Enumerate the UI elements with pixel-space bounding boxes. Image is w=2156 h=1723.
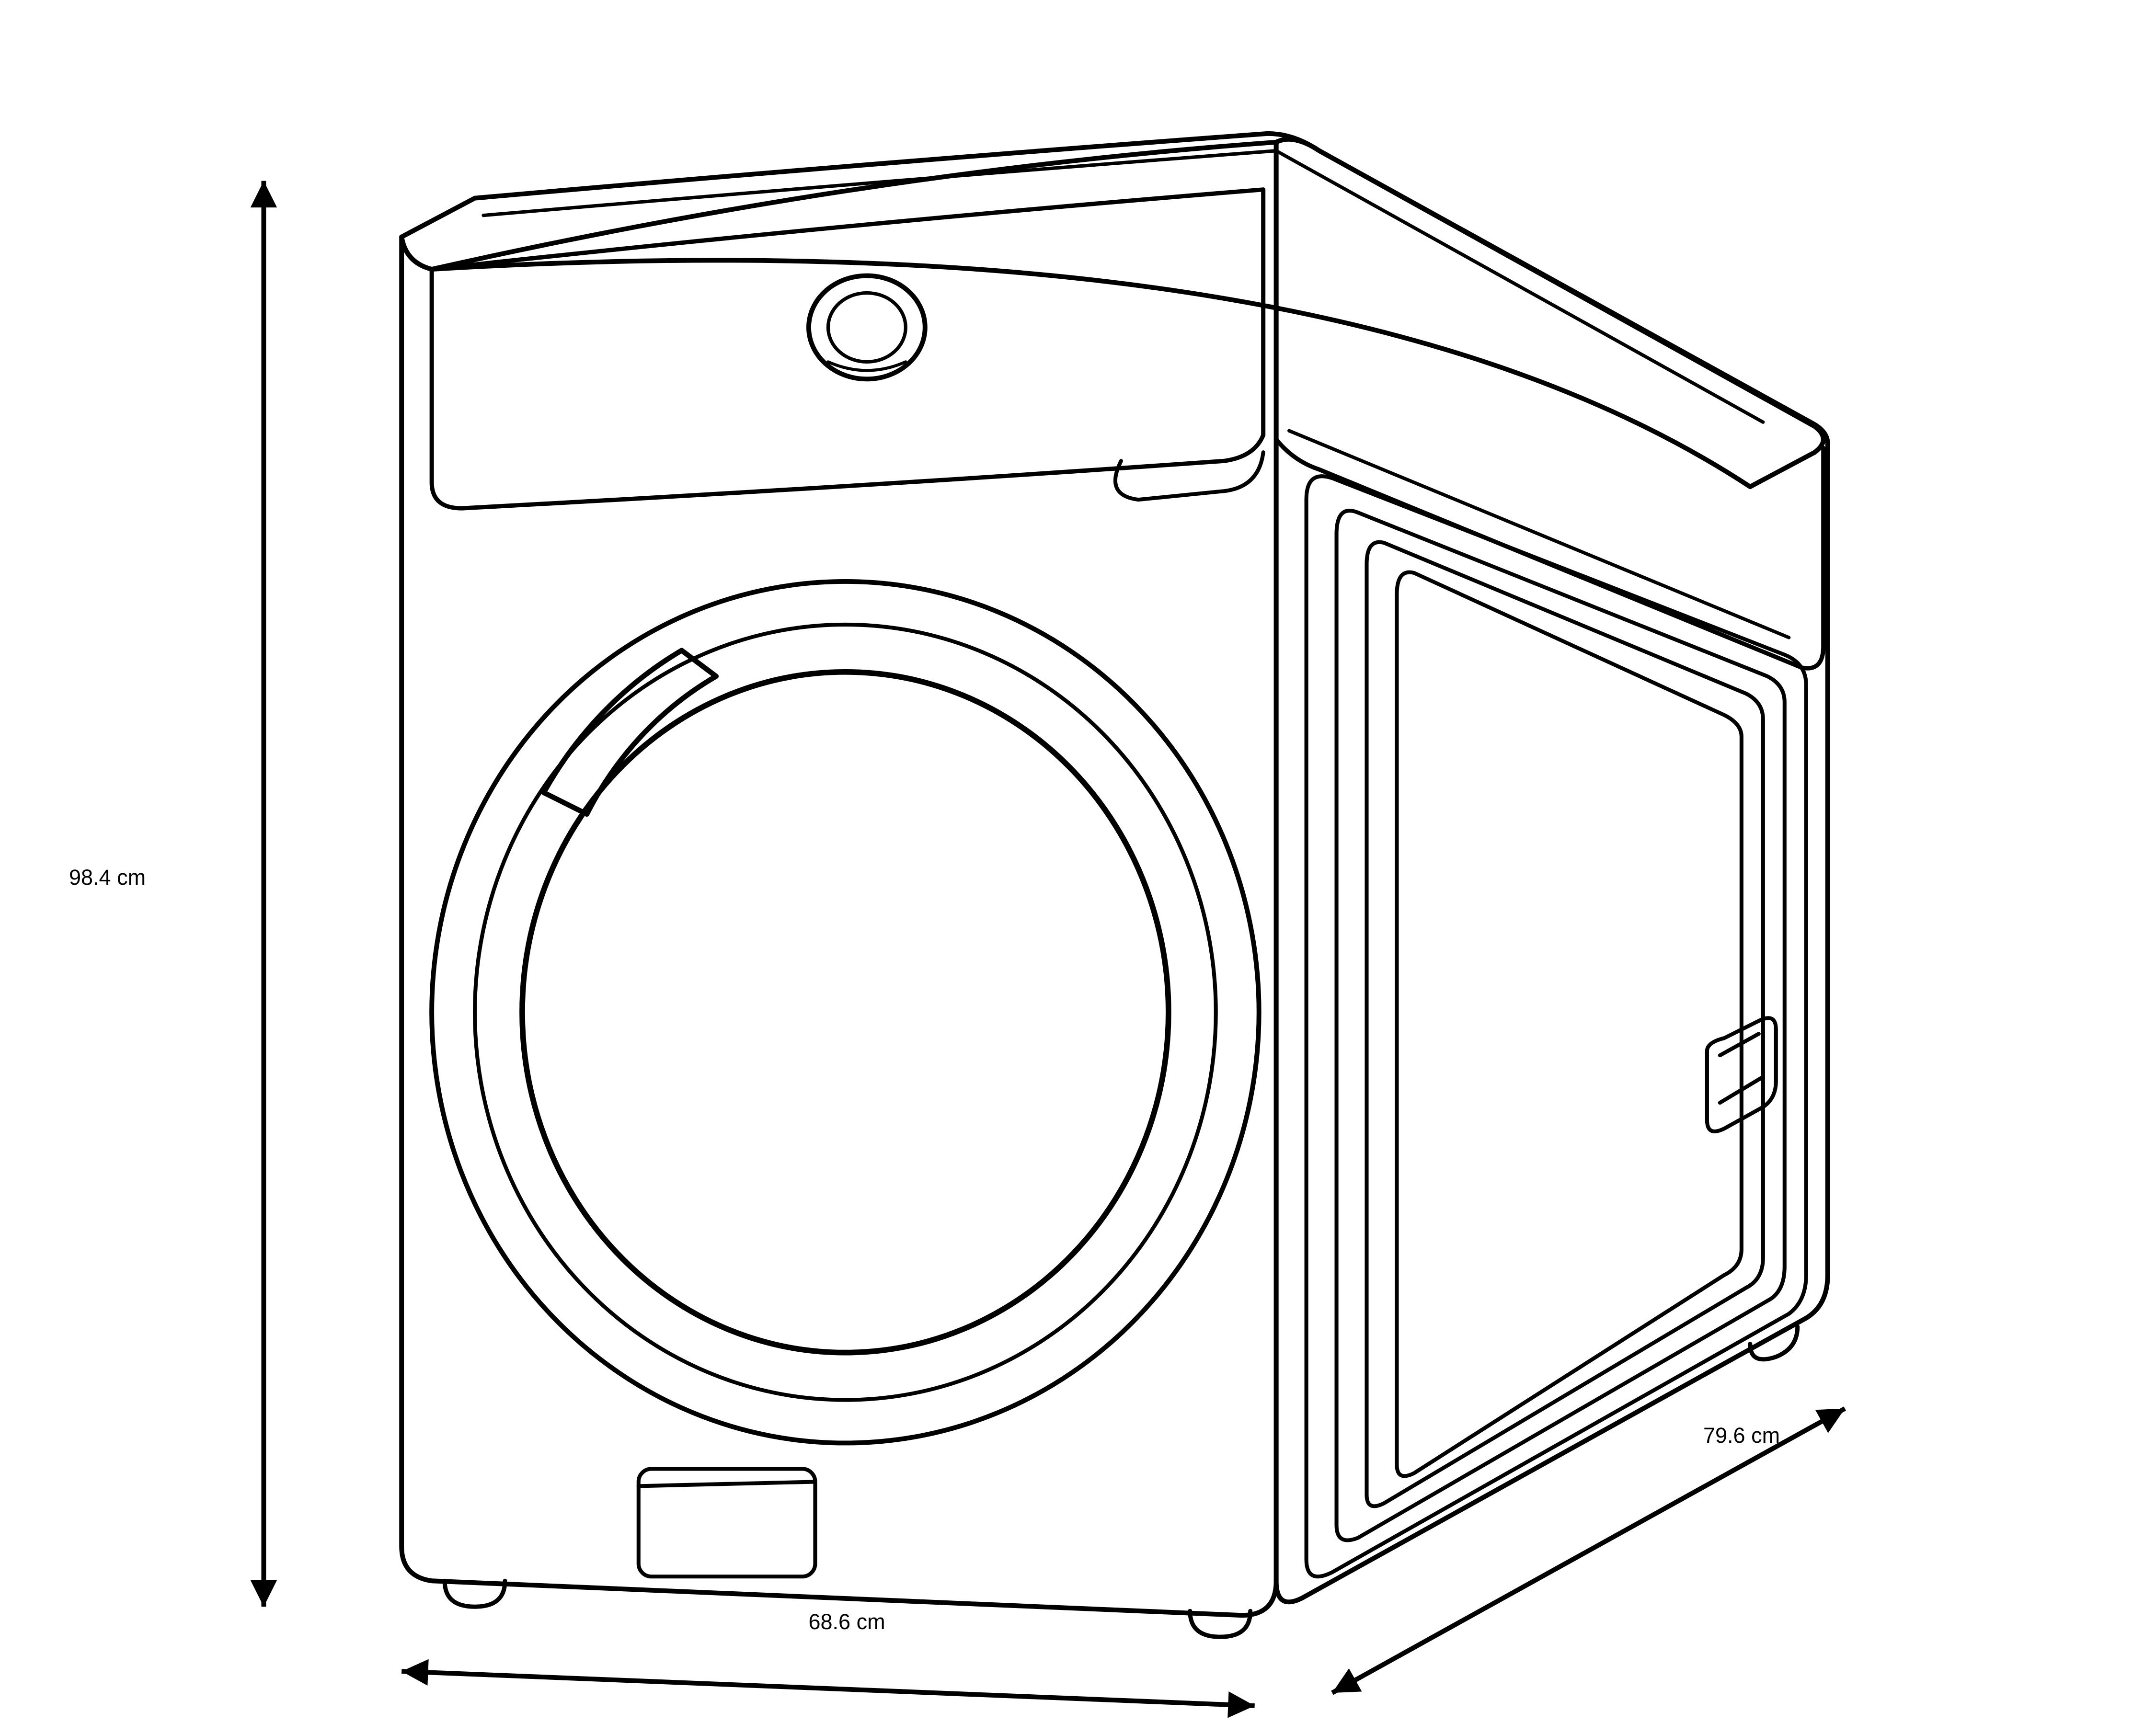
door <box>432 582 1259 1443</box>
dimension-diagram: 98.4 cm 68.6 cm 79.6 cm <box>0 0 2156 1723</box>
control-panel-notch <box>1115 452 1263 500</box>
door-handle <box>544 650 716 814</box>
top-face-seam <box>483 151 1763 422</box>
side-panel-insets <box>1307 476 1806 1576</box>
line-drawing-svg <box>0 0 2156 1723</box>
label-depth: 79.6 cm <box>1703 1423 1780 1448</box>
washing-machine-outline <box>401 134 1828 1637</box>
control-dial <box>809 276 925 379</box>
label-width: 68.6 cm <box>809 1609 885 1634</box>
drain-cover <box>639 1469 815 1576</box>
label-height: 98.4 cm <box>69 865 146 890</box>
side-face <box>1276 139 1828 1602</box>
arrow-depth <box>1332 1409 1845 1693</box>
arrow-width <box>401 1671 1255 1706</box>
control-panel <box>432 190 1263 508</box>
control-panel-side <box>1276 190 1823 668</box>
